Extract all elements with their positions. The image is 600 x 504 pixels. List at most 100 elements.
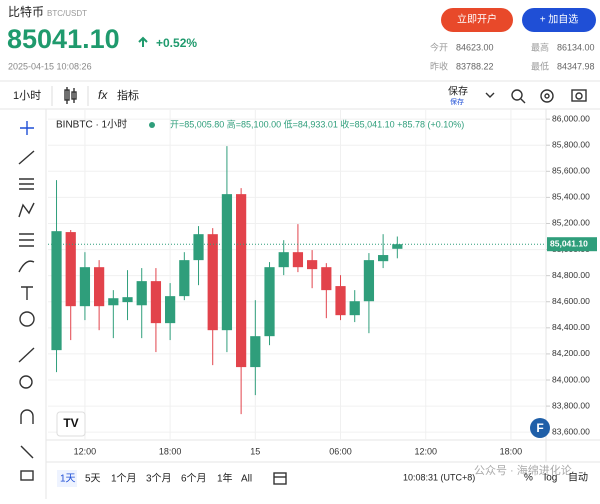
candle-body	[122, 297, 133, 303]
y-tick-label: 85,400.00	[552, 192, 590, 202]
magnet-tool[interactable]	[20, 409, 34, 424]
lock-tool[interactable]	[20, 470, 34, 481]
candle-body	[179, 260, 190, 297]
x-tick-label: 18:00	[500, 446, 523, 456]
price: 85041.10	[7, 24, 120, 54]
change: +0.52%	[156, 36, 197, 50]
y-tick-label: 83,600.00	[552, 426, 590, 436]
dropdown[interactable]	[485, 92, 495, 98]
candle-body	[221, 194, 233, 331]
status-dot	[149, 122, 155, 128]
x-tick-label: 18:00	[159, 446, 182, 456]
candle-body	[108, 298, 119, 306]
candle-body	[292, 252, 304, 268]
y-tick-label: 84,800.00	[552, 270, 590, 280]
eraser-tool[interactable]	[20, 445, 34, 459]
watchlist-label[interactable]: + 加自选	[540, 13, 579, 26]
fib-tool[interactable]	[19, 178, 34, 190]
y-tick-label: 85,800.00	[552, 139, 590, 149]
candle-body	[278, 252, 289, 268]
candle-body	[321, 267, 332, 291]
candle-body	[79, 267, 91, 307]
candle-body	[65, 232, 76, 307]
y-tick-label: 85,200.00	[552, 218, 590, 228]
indicators[interactable]: 指标	[117, 88, 139, 102]
y-tick-label: 84,000.00	[552, 374, 590, 384]
percent-toggle[interactable]: %	[524, 473, 533, 484]
y-tick-label: 84,400.00	[552, 322, 590, 332]
stat-value: 84623.00	[456, 42, 494, 52]
fx-icon[interactable]: fx	[98, 88, 108, 102]
candle-body	[150, 281, 162, 324]
brush-tool[interactable]	[18, 260, 35, 273]
range-option[interactable]: All	[241, 474, 252, 485]
candle-body	[250, 336, 261, 368]
candle-body	[94, 267, 105, 307]
x-tick-label: 06:00	[329, 446, 352, 456]
candle-body	[264, 267, 275, 337]
ruler-tool[interactable]	[18, 347, 35, 363]
y-tick-label: 84,200.00	[552, 348, 590, 358]
watchlist-button[interactable]	[522, 8, 596, 32]
y-tick-label: 85,600.00	[552, 166, 590, 176]
range-selected[interactable]	[57, 470, 77, 487]
emoji-tool[interactable]	[19, 311, 35, 327]
range-option[interactable]: 1年	[217, 472, 233, 485]
auto-toggle[interactable]: 自动	[568, 471, 588, 484]
search-icon[interactable]	[511, 89, 526, 104]
tv-logo-mark: TV	[63, 416, 78, 430]
range-option[interactable]: 6个月	[181, 473, 207, 485]
projection-tool[interactable]	[19, 233, 34, 247]
candle-body	[392, 244, 403, 249]
timestamp: 2025-04-15 10:08:26	[8, 61, 92, 71]
stat-value: 84347.98	[557, 61, 595, 71]
x-tick-label: 12:00	[414, 446, 437, 456]
open-account-label[interactable]: 立即开户	[457, 13, 497, 26]
stat-value: 86134.00	[557, 42, 595, 52]
drawing-tools	[18, 121, 35, 481]
range-option[interactable]: 3个月	[146, 473, 172, 485]
interval[interactable]: 1小时	[13, 89, 41, 102]
range-option[interactable]: 5天	[85, 474, 101, 485]
stat-label: 最低	[531, 60, 549, 71]
last-price-label: 85,041.10	[550, 238, 588, 248]
tv-logo	[56, 411, 86, 437]
stat-label: 最高	[531, 41, 549, 52]
f-badge	[530, 418, 550, 438]
zoom-tool[interactable]	[19, 375, 33, 389]
line-tool[interactable]	[18, 150, 35, 165]
asset-pair: BTC/USDT	[47, 9, 87, 18]
range-option[interactable]: 1个月	[111, 473, 137, 485]
open-account-button[interactable]	[441, 8, 513, 32]
stat-value: 83788.22	[456, 61, 494, 71]
candle-body	[307, 260, 318, 270]
candle-body	[51, 231, 62, 351]
x-tick-label: 15	[250, 446, 260, 456]
x-tick-label: 12:00	[74, 446, 97, 456]
candle-body	[363, 260, 375, 302]
range-bar: 1天 5天 1个月 3个月 6个月 1年 All	[57, 470, 252, 487]
camera-icon[interactable]	[571, 89, 587, 102]
log-toggle[interactable]: log	[544, 473, 557, 484]
calendar-icon[interactable]	[273, 472, 287, 485]
ohlc-legend: 开=85,005.80 高=85,100.00 低=84,933.01 收=85…	[170, 118, 464, 129]
settings-icon[interactable]	[540, 89, 554, 103]
candle-body	[236, 194, 247, 368]
range-option[interactable]: 1天	[60, 474, 76, 485]
candle-body	[165, 296, 176, 324]
y-tick-label: 83,800.00	[552, 400, 590, 410]
candle-icon[interactable]	[64, 87, 77, 104]
candle-body	[136, 281, 147, 306]
save[interactable]: 保存	[448, 85, 468, 98]
candle-body	[207, 234, 218, 331]
y-tick-label: 84,600.00	[552, 296, 590, 306]
pattern-tool[interactable]	[18, 202, 35, 218]
candle-body	[349, 301, 360, 316]
crosshair-tool[interactable]	[20, 121, 34, 135]
up-arrow	[138, 36, 148, 47]
text-tool[interactable]	[21, 286, 33, 300]
last-price-tag	[547, 237, 597, 252]
stat-label: 昨收	[430, 60, 448, 71]
save-sub[interactable]: 保存	[450, 97, 464, 106]
